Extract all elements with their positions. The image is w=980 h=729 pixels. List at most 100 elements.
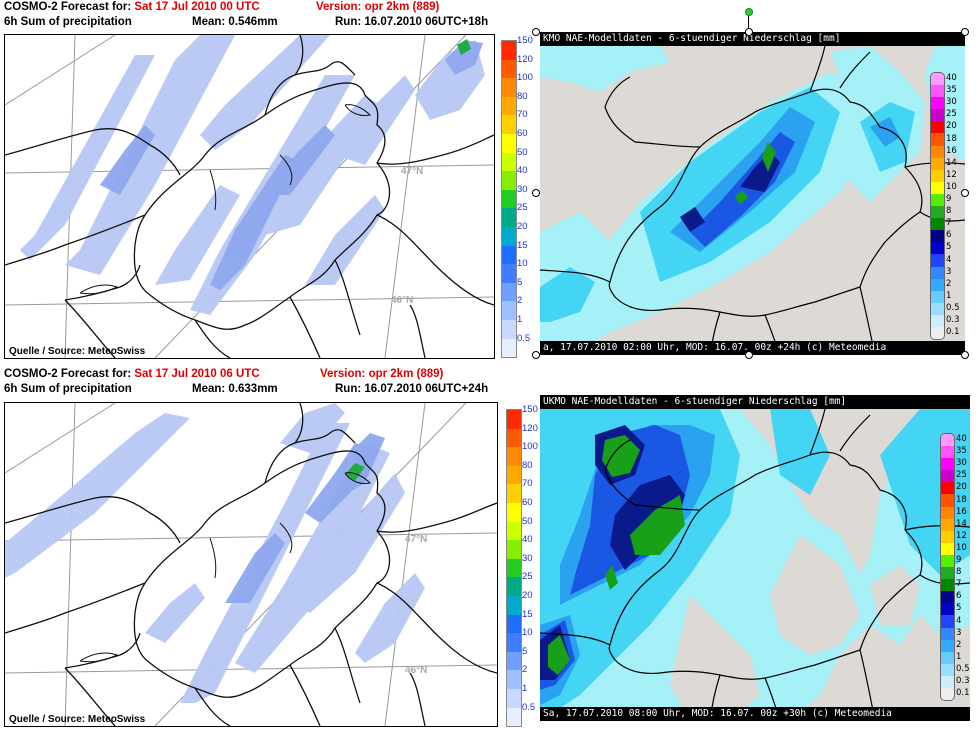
legend-swatch — [502, 319, 516, 339]
legend-label: 20 — [946, 121, 957, 132]
legend-swatch — [507, 465, 521, 485]
legend-swatch — [502, 189, 516, 209]
model-version: Version: opr 2km (889) — [320, 368, 444, 380]
resize-handle-e[interactable] — [961, 189, 969, 197]
legend-label: 35 — [946, 85, 957, 96]
legend-swatch — [941, 663, 954, 676]
legend-swatch — [931, 157, 944, 170]
ukmo-panel-bottom: UKMO NAE-Modelldaten - 6-stuendiger Nied… — [540, 395, 970, 721]
resize-handle-w[interactable] — [532, 189, 540, 197]
legend-label: 1 — [517, 314, 523, 325]
legend-label: 14 — [956, 518, 967, 529]
legend-label: 25 — [517, 202, 528, 214]
resize-handle-nw[interactable] — [532, 28, 540, 36]
legend-label: 70 — [522, 478, 533, 490]
legend-swatch — [507, 707, 521, 727]
legend-label: 10 — [517, 258, 528, 270]
forecast-title: COSMO-2 Forecast for: Sat 17 Jul 2010 06… — [4, 368, 260, 380]
legend-label: 9 — [946, 194, 952, 204]
legend-label: 40 — [517, 165, 528, 177]
legend-label: 18 — [956, 494, 967, 505]
legend-swatch — [941, 639, 954, 652]
resize-handle-s[interactable] — [745, 351, 753, 359]
legend-label: 100 — [517, 72, 533, 84]
legend-swatch — [502, 301, 516, 320]
legend-label: 15 — [522, 608, 533, 620]
legend-label: 2 — [956, 639, 962, 650]
mean-value: Mean: 0.633mm — [192, 383, 278, 395]
legend-swatch — [507, 484, 521, 503]
legend-label: 3 — [946, 266, 952, 277]
legend-label: 1 — [946, 290, 952, 301]
legend-swatch — [507, 577, 521, 596]
legend-swatch — [941, 542, 954, 555]
legend-label: 14 — [946, 157, 957, 168]
legend-swatch — [502, 264, 516, 283]
legend-label: 35 — [956, 446, 967, 457]
legend-swatch — [931, 85, 944, 98]
cosmo-color-legend — [501, 40, 517, 359]
rotate-handle[interactable] — [745, 8, 753, 16]
resize-handle-sw[interactable] — [532, 351, 540, 359]
ukmo-title-bar: KMO NAE-Modelldaten - 6-stuendiger Niede… — [540, 32, 965, 46]
legend-label: 7 — [956, 579, 962, 590]
legend-swatch — [941, 651, 954, 664]
legend-swatch — [941, 615, 954, 628]
legend-swatch — [507, 502, 521, 522]
legend-label: 0.5 — [517, 332, 531, 344]
ukmo-color-legend — [940, 433, 955, 702]
legend-label: 100 — [522, 441, 538, 453]
legend-label: 12 — [946, 169, 957, 180]
legend-label: 50 — [522, 515, 533, 527]
legend-label: 0.5 — [946, 302, 960, 313]
source-credit: Quelle / Source: MeteoSwiss — [9, 714, 146, 725]
legend-swatch — [507, 688, 521, 708]
cosmo-map: 47°N 46°N Quelle / Source: MeteoSwiss — [4, 402, 498, 727]
precip-map-graphic — [5, 35, 494, 358]
forecast-title: COSMO-2 Forecast for: Sat 17 Jul 2010 00… — [4, 1, 260, 13]
legend-swatch — [507, 633, 521, 652]
legend-swatch — [941, 603, 954, 616]
legend-label: 120 — [517, 53, 533, 65]
ukmo-title-bar: UKMO NAE-Modelldaten - 6-stuendiger Nied… — [540, 395, 970, 409]
legend-label: 20 — [517, 221, 528, 232]
precip-fields — [540, 409, 970, 721]
mean-value: Mean: 0.546mm — [192, 16, 278, 28]
run-info: Run: 16.07.2010 06UTC+24h — [335, 383, 489, 395]
legend-swatch — [502, 171, 516, 190]
resize-handle-se[interactable] — [961, 351, 969, 359]
resize-handle-n[interactable] — [745, 28, 753, 36]
legend-swatch — [941, 675, 954, 688]
legend-swatch — [507, 558, 521, 578]
legend-label: 0.1 — [946, 327, 960, 338]
forecast-date: Sat 17 Jul 2010 00 UTC — [134, 1, 260, 13]
legend-label: 50 — [517, 146, 528, 158]
legend-swatch — [502, 282, 516, 302]
legend-swatch — [941, 518, 954, 531]
legend-swatch — [941, 567, 954, 580]
cosmo-map: 47°N 46°N Quelle / Source: MeteoSwiss — [4, 34, 495, 359]
source-credit: Quelle / Source: MeteoSwiss — [9, 346, 146, 357]
legend-swatch — [931, 302, 944, 315]
legend-label: 25 — [522, 571, 533, 583]
legend-swatch — [931, 193, 944, 207]
model-version: Version: opr 2km (889) — [316, 1, 440, 13]
legend-label: 3 — [956, 627, 962, 638]
legend-swatch — [941, 494, 954, 507]
legend-swatch — [941, 530, 954, 543]
legend-swatch — [507, 670, 521, 689]
legend-label: 20 — [956, 482, 967, 493]
legend-label: 30 — [522, 552, 533, 564]
rotate-handle-stem — [748, 16, 749, 29]
legend-label: 8 — [946, 206, 952, 217]
legend-swatch — [502, 59, 516, 79]
lat-label-47: 47°N — [405, 534, 428, 545]
legend-swatch — [507, 410, 521, 429]
legend-swatch — [931, 121, 944, 134]
legend-label: 70 — [517, 109, 528, 121]
legend-label: 0.5 — [522, 701, 536, 713]
resize-handle-ne[interactable] — [961, 28, 969, 36]
product-name: 6h Sum of precipitation — [4, 383, 132, 395]
legend-swatch — [931, 254, 944, 267]
lat-label-46: 46°N — [405, 665, 428, 676]
